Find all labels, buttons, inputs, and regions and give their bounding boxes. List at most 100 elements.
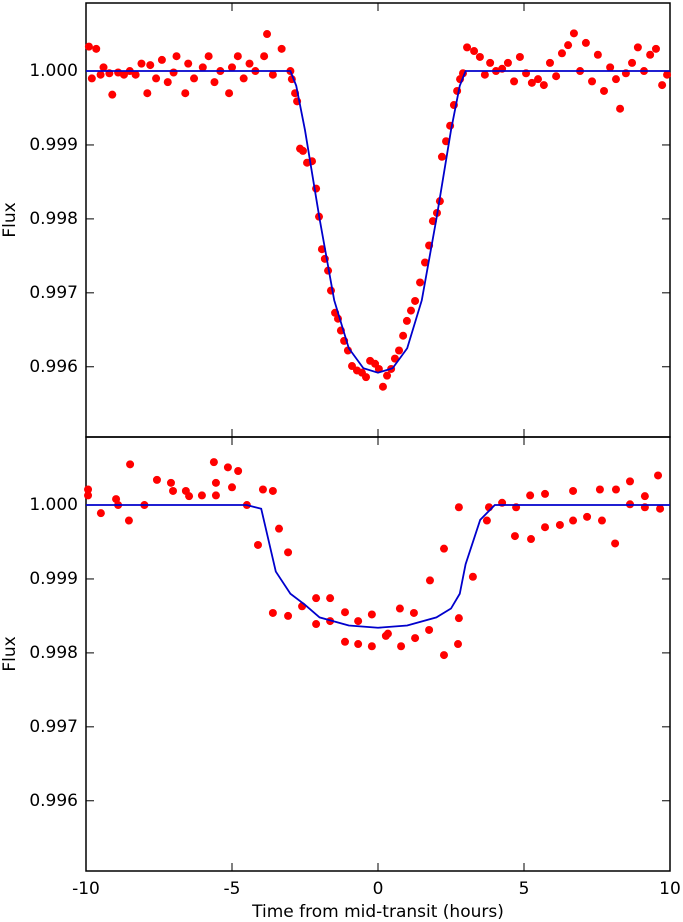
data-point	[233, 52, 242, 61]
data-point	[421, 258, 430, 267]
plot-frame	[85, 436, 671, 872]
y-tick-label: 0.997	[29, 283, 78, 303]
data-point	[486, 58, 495, 67]
y-tick-label: 0.998	[29, 643, 78, 663]
data-point	[503, 58, 512, 67]
data-point	[268, 70, 277, 79]
data-point	[143, 89, 152, 98]
data-point	[425, 576, 434, 585]
data-point	[326, 594, 335, 603]
data-point	[470, 47, 479, 56]
data-point	[545, 58, 554, 67]
data-point	[312, 594, 321, 603]
data-point	[96, 70, 105, 79]
y-tick-label: 0.999	[29, 569, 78, 589]
data-point	[284, 611, 293, 620]
data-point	[277, 44, 286, 53]
data-point	[169, 486, 178, 495]
data-point	[475, 52, 484, 61]
data-point	[454, 614, 463, 623]
data-point	[541, 523, 550, 532]
data-point	[411, 634, 420, 643]
data-point	[395, 604, 404, 613]
y-tick-label: 0.996	[29, 357, 78, 377]
data-point	[390, 354, 399, 363]
data-point	[367, 610, 376, 619]
data-point	[541, 489, 550, 498]
data-point	[633, 43, 642, 52]
data-point	[87, 74, 96, 83]
data-point	[593, 50, 602, 59]
data-point	[606, 63, 615, 72]
data-point	[263, 30, 272, 39]
y-tick-label: 1.000	[29, 495, 78, 515]
data-point	[597, 516, 606, 525]
y-tick-label: 0.999	[29, 135, 78, 155]
data-point	[197, 491, 206, 500]
data-point	[169, 68, 178, 77]
y-tick-label: 0.996	[29, 791, 78, 811]
data-point	[211, 478, 220, 487]
y-axis-label: Flux	[0, 202, 20, 237]
data-point	[611, 539, 620, 548]
data-point	[628, 58, 637, 67]
data-point	[225, 89, 234, 98]
data-point	[383, 371, 392, 380]
data-point	[646, 50, 655, 59]
data-point	[569, 486, 578, 495]
data-point	[84, 42, 93, 51]
data-point	[564, 41, 573, 50]
data-point	[616, 104, 625, 113]
data-point	[204, 52, 213, 61]
data-point	[539, 81, 548, 90]
data-point	[211, 491, 220, 500]
data-point	[234, 467, 243, 476]
data-point	[84, 491, 93, 500]
y-tick-label: 1.000	[29, 61, 78, 81]
data-point	[245, 59, 254, 68]
data-point	[454, 503, 463, 512]
x-tick-label: -5	[224, 879, 241, 899]
data-point	[654, 471, 663, 480]
data-point	[510, 532, 519, 541]
data-point	[534, 75, 543, 84]
data-point	[284, 548, 293, 557]
data-point	[239, 74, 248, 83]
data-point	[480, 70, 489, 79]
data-point	[527, 535, 536, 544]
data-point	[84, 485, 93, 494]
data-point	[397, 642, 406, 651]
x-tick-label: 0	[373, 879, 384, 899]
data-point	[362, 373, 371, 382]
data-point	[228, 63, 236, 72]
data-point	[600, 86, 609, 95]
y-axis-label: Flux	[0, 636, 20, 671]
data-point	[399, 331, 408, 340]
data-point	[253, 540, 262, 549]
y-tick-label: 0.998	[29, 209, 78, 229]
data-point	[482, 516, 491, 525]
data-point	[552, 72, 561, 81]
data-point	[569, 516, 578, 525]
data-point	[137, 59, 146, 68]
data-point	[126, 460, 135, 469]
x-tick-label: 10	[659, 879, 681, 899]
data-point	[569, 29, 578, 38]
data-point	[260, 52, 269, 61]
model-line	[86, 504, 670, 629]
data-point	[468, 572, 477, 581]
data-point	[651, 44, 660, 53]
data-point	[555, 520, 564, 529]
data-point	[526, 491, 535, 500]
data-point	[395, 346, 404, 355]
data-point	[658, 81, 667, 90]
data-point	[99, 63, 108, 72]
data-point	[527, 78, 536, 87]
data-point	[402, 316, 411, 325]
data-point	[510, 77, 519, 86]
data-point	[588, 77, 597, 86]
data-point	[409, 608, 418, 617]
data-point	[354, 640, 363, 649]
data-point	[108, 90, 117, 99]
